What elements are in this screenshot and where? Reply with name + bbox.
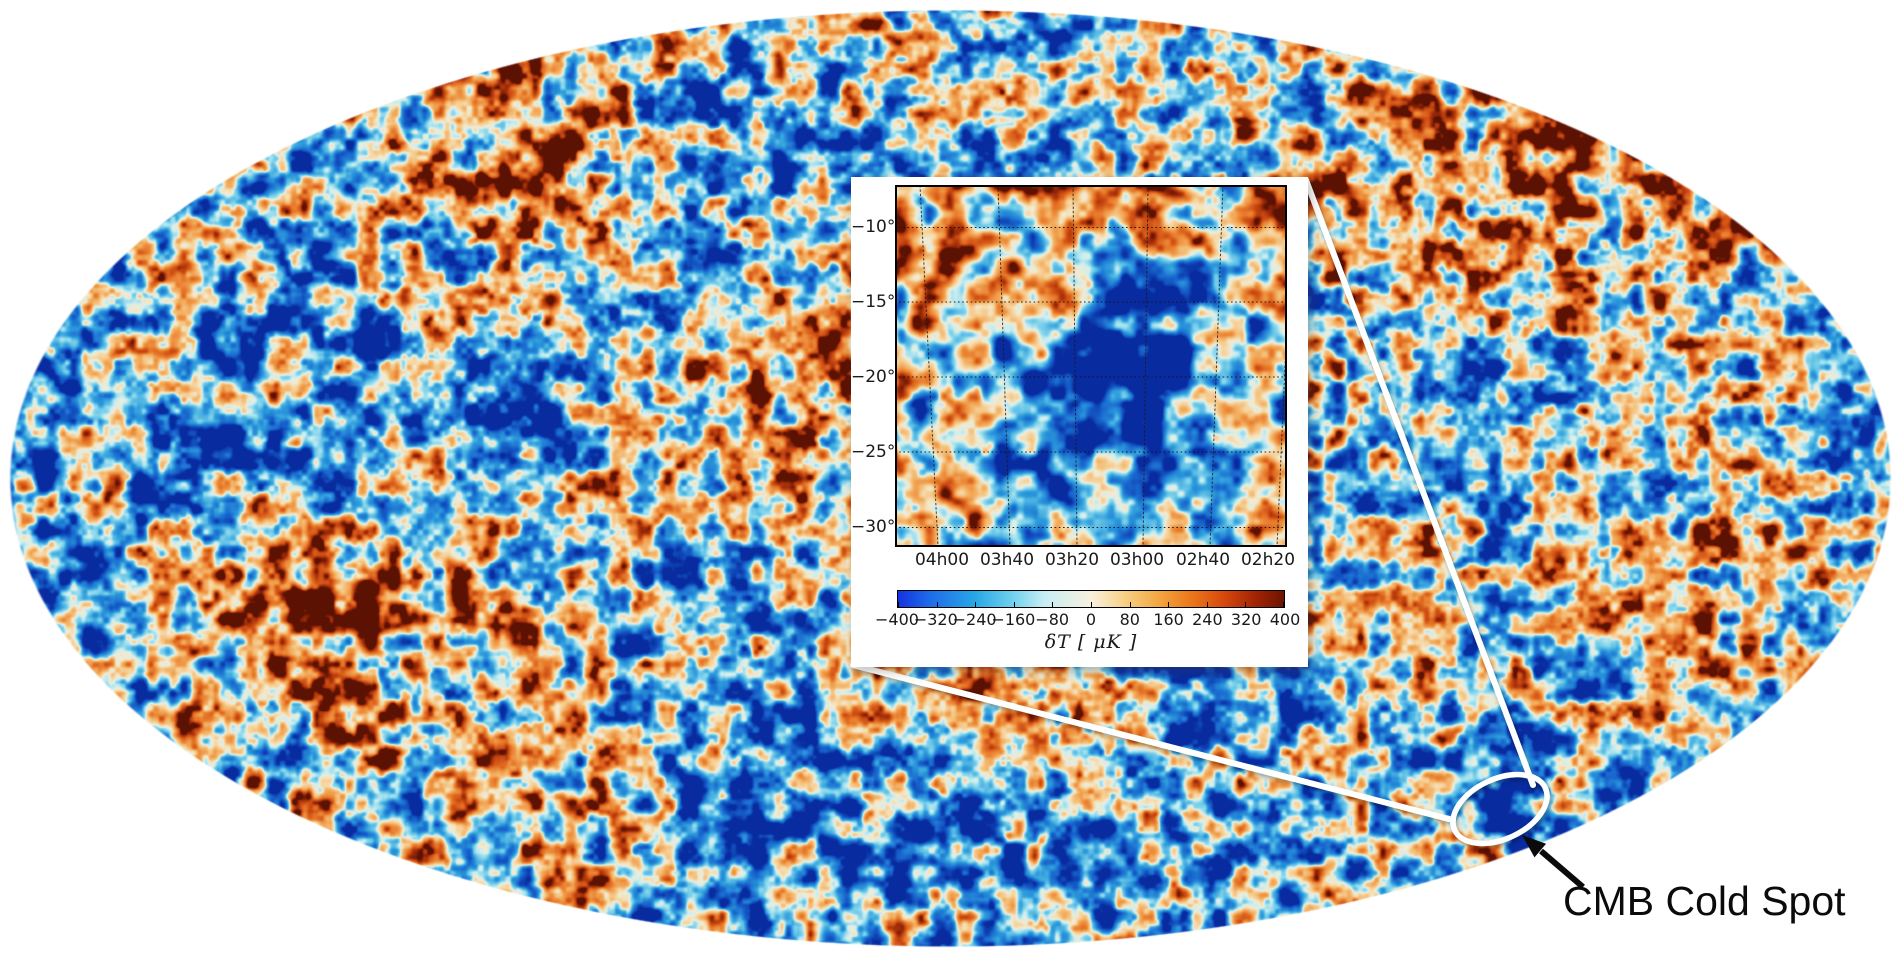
zoom-connector-top-line: [1303, 177, 1536, 788]
ra-tick-label: 02h40: [1175, 550, 1231, 570]
ra-tick-label: 02h20: [1240, 550, 1296, 570]
dec-tick-label: −10°: [851, 217, 896, 237]
colorbar-tick-label: 0: [1085, 610, 1097, 629]
colorbar-tick-label: 320: [1230, 610, 1262, 629]
inset-map: [895, 185, 1287, 547]
colorbar-tick-label: 80: [1119, 610, 1140, 629]
colorbar: [897, 590, 1285, 608]
ra-tick-label: 03h20: [1044, 550, 1100, 570]
cold-spot-annotation-label: CMB Cold Spot: [1563, 878, 1846, 924]
arrow-head: [1522, 835, 1547, 858]
colorbar-tick-label: 160: [1153, 610, 1184, 629]
ra-tick-label: 03h00: [1109, 550, 1165, 570]
dec-tick-label: −30°: [851, 517, 896, 537]
inset-plot: [895, 185, 1287, 547]
meridian-lines: [919, 185, 1287, 547]
parallel-lines: [895, 226, 1287, 529]
ra-tick-label: 03h40: [979, 550, 1035, 570]
arrow-shaft: [1539, 848, 1585, 890]
ra-tick-label: 04h00: [914, 550, 970, 570]
dec-tick-label: −20°: [851, 367, 896, 387]
colorbar-tick-label: 400: [1269, 610, 1301, 629]
dec-tick-label: −15°: [851, 292, 896, 312]
colorbar-tick-label: −160: [991, 610, 1036, 629]
colorbar-tick-label: −80: [1035, 610, 1070, 629]
inset-graticule: [895, 185, 1287, 547]
inset-panel: −10° −15° −20° −25° −30° 04h00 03h40 03h…: [851, 177, 1308, 667]
annotation-arrow-icon: [1522, 835, 1585, 890]
colorbar-tick-label: −400: [875, 610, 919, 629]
colorbar-tick-label: −320: [913, 610, 958, 629]
colorbar-tick-label: 240: [1192, 610, 1223, 629]
zoom-connector-bottom-line: [850, 662, 1456, 823]
colorbar-tick-label: −240: [952, 610, 997, 629]
dec-tick-label: −25°: [851, 442, 896, 462]
colorbar-axis-label: δT [ μK ]: [1044, 631, 1138, 653]
zoom-callout-shapes: [850, 177, 1550, 847]
cold-spot-highlight-ellipse: [1450, 771, 1550, 847]
